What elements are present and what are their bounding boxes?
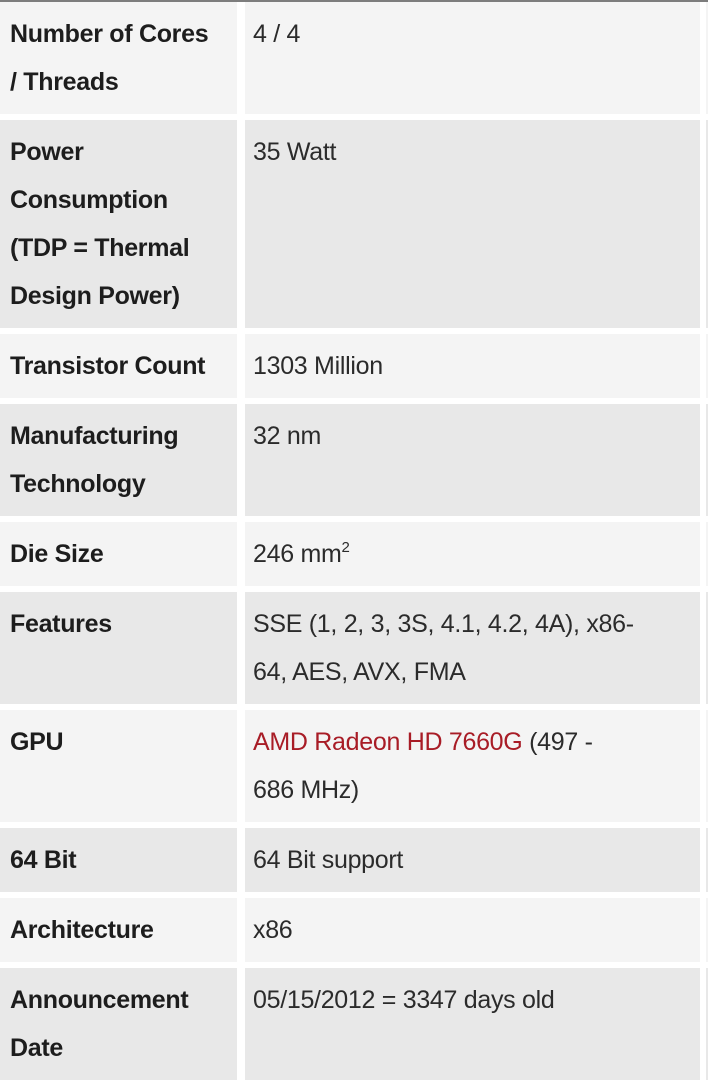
- spec-label-transistor-count: Transistor Count: [0, 334, 237, 398]
- spec-row-power-consumption: Power Consumption (TDP = Thermal Design …: [0, 120, 708, 328]
- spec-row-cores-threads: Number of Cores / Threads 4 / 4: [0, 2, 708, 114]
- spec-label-power-consumption: Power Consumption (TDP = Thermal Design …: [0, 120, 237, 328]
- spec-value-architecture: x86: [245, 898, 700, 962]
- gpu-link[interactable]: AMD Radeon HD 7660G: [253, 728, 523, 756]
- spec-row-announcement-date: Announcement Date 05/15/2012 = 3347 days…: [0, 968, 708, 1080]
- spec-row-64bit: 64 Bit 64 Bit support: [0, 828, 708, 892]
- row-edge-sliver: [706, 592, 708, 704]
- gpu-clock-range-part1: (497 -: [522, 728, 593, 756]
- row-edge-sliver: [706, 120, 708, 328]
- gpu-clock-range-part2: 686 MHz): [253, 776, 359, 804]
- spec-row-transistor-count: Transistor Count 1303 Million: [0, 334, 708, 398]
- die-size-exponent: 2: [341, 539, 350, 556]
- row-edge-sliver: [706, 522, 708, 586]
- spec-row-manufacturing-technology: Manufacturing Technology 32 nm: [0, 404, 708, 516]
- spec-row-die-size: Die Size 246 mm2: [0, 522, 708, 586]
- spec-label-64bit: 64 Bit: [0, 828, 237, 892]
- spec-value-manufacturing-technology: 32 nm: [245, 404, 700, 516]
- row-edge-sliver: [706, 404, 708, 516]
- spec-value-features: SSE (1, 2, 3, 3S, 4.1, 4.2, 4A), x86-64,…: [245, 592, 700, 704]
- spec-row-features: Features SSE (1, 2, 3, 3S, 4.1, 4.2, 4A)…: [0, 592, 708, 704]
- spec-value-64bit: 64 Bit support: [245, 828, 700, 892]
- row-edge-sliver: [706, 710, 708, 822]
- spec-value-die-size: 246 mm2: [245, 522, 700, 586]
- spec-value-power-consumption: 35 Watt: [245, 120, 700, 328]
- spec-label-announcement-date: Announcement Date: [0, 968, 237, 1080]
- row-edge-sliver: [706, 968, 708, 1080]
- spec-label-cores-threads: Number of Cores / Threads: [0, 2, 237, 114]
- row-edge-sliver: [706, 898, 708, 962]
- row-edge-sliver: [706, 334, 708, 398]
- spec-row-architecture: Architecture x86: [0, 898, 708, 962]
- spec-value-announcement-date: 05/15/2012 = 3347 days old: [245, 968, 700, 1080]
- spec-label-architecture: Architecture: [0, 898, 237, 962]
- die-size-value: 246 mm: [253, 540, 342, 568]
- row-edge-sliver: [706, 828, 708, 892]
- spec-label-features: Features: [0, 592, 237, 704]
- spec-label-manufacturing-technology: Manufacturing Technology: [0, 404, 237, 516]
- spec-value-gpu: AMD Radeon HD 7660G (497 - 686 MHz): [245, 710, 700, 822]
- spec-label-gpu: GPU: [0, 710, 237, 822]
- spec-value-cores-threads: 4 / 4: [245, 2, 700, 114]
- row-edge-sliver: [706, 2, 708, 114]
- spec-row-gpu: GPU AMD Radeon HD 7660G (497 - 686 MHz): [0, 710, 708, 822]
- spec-label-die-size: Die Size: [0, 522, 237, 586]
- spec-value-transistor-count: 1303 Million: [245, 334, 700, 398]
